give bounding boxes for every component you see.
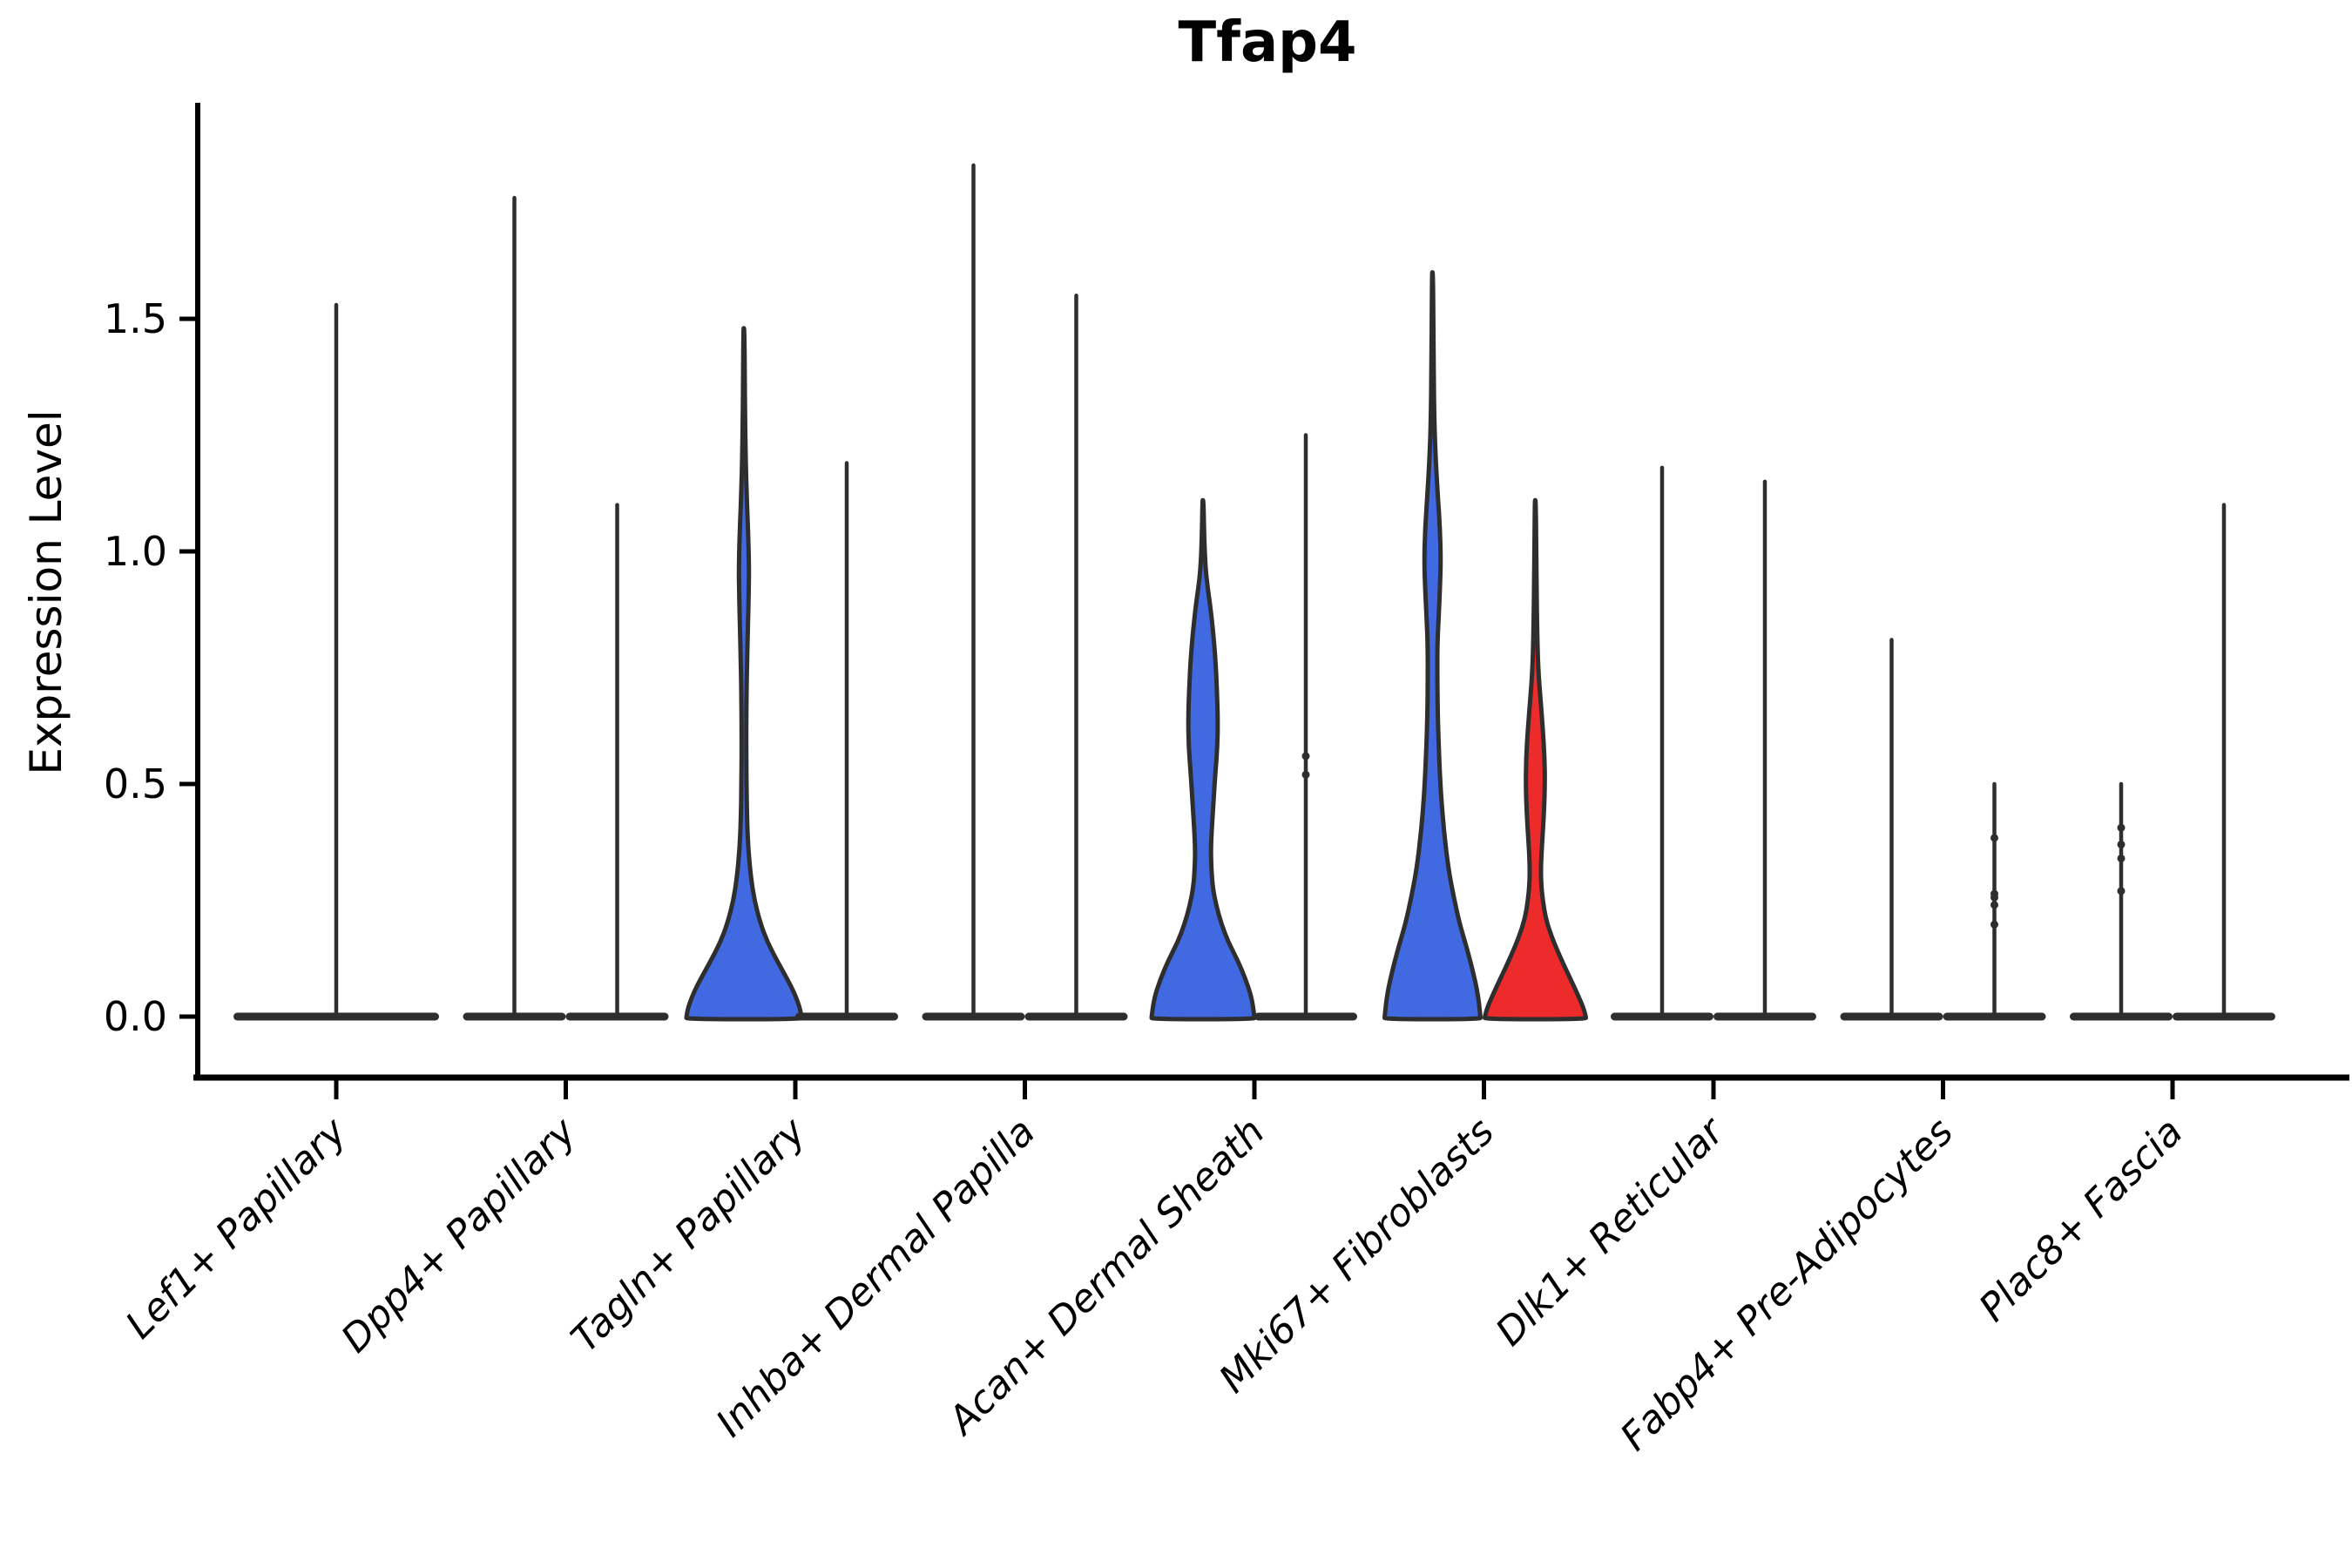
violin-plac8-fascia-left-point-2 xyxy=(2117,854,2126,862)
violin-acan-dermal-sheath-left-body xyxy=(1149,497,1257,1022)
violin-mki67-fibroblasts-right xyxy=(1483,497,1588,1022)
y-tick-label-0.0: 0.0 xyxy=(104,993,167,1040)
violin-acan-dermal-sheath-right-point-1 xyxy=(1301,770,1310,779)
violin-fabp4-pre-adipocytes-right-point-4 xyxy=(1990,920,1998,929)
violin-acan-dermal-sheath-right xyxy=(1254,433,1357,1021)
y-tick-label-1.5: 1.5 xyxy=(104,295,167,342)
violin-tagln-papillary-left xyxy=(684,326,804,1022)
violin-mki67-fibroblasts-right-body xyxy=(1483,497,1588,1022)
x-tick-label-lef1-papillary: Lef1+ Papillary xyxy=(118,1109,356,1348)
violin-tagln-papillary-right xyxy=(795,461,898,1021)
violin-plac8-fascia-right xyxy=(2173,503,2275,1021)
violin-series xyxy=(233,163,2275,1022)
violin-lef1-papillary-center xyxy=(233,302,439,1021)
violin-tagln-papillary-left-body xyxy=(684,326,804,1022)
x-tick-label-tagln-papillary: Tagln+ Papillary xyxy=(563,1109,814,1361)
violin-fabp4-pre-adipocytes-left xyxy=(1840,638,1943,1021)
violin-mki67-fibroblasts-left-body xyxy=(1382,270,1483,1022)
x-tick-label-plac8-fascia: Plac8+ Fascia xyxy=(1970,1110,2191,1330)
y-tick-label-1.0: 1.0 xyxy=(104,528,167,575)
y-tick-label-0.5: 0.5 xyxy=(104,760,167,808)
y-axis-label: Expression Level xyxy=(21,409,71,774)
violin-plac8-fascia-left xyxy=(2070,781,2173,1021)
violin-dlk1-reticular-left xyxy=(1611,465,1713,1021)
violin-fabp4-pre-adipocytes-right-point-0 xyxy=(1990,834,1998,842)
x-tick-label-dlk1-reticular: Dlk1+ Reticular xyxy=(1487,1108,1734,1355)
y-tick-marks xyxy=(179,316,198,1019)
violin-fabp4-pre-adipocytes-right xyxy=(1943,781,2046,1021)
violin-dlk1-reticular-right xyxy=(1713,479,1816,1021)
violin-inhba-dermal-papilla-left xyxy=(922,163,1025,1021)
violin-plac8-fascia-left-point-1 xyxy=(2117,840,2126,848)
violin-acan-dermal-sheath-right-point-0 xyxy=(1301,752,1310,760)
violin-inhba-dermal-papilla-right xyxy=(1024,294,1128,1021)
y-tick-labels: 0.0 0.5 1.0 1.5 xyxy=(104,295,167,1040)
violin-plac8-fascia-left-point-3 xyxy=(2117,887,2126,896)
violin-mki67-fibroblasts-left xyxy=(1382,270,1483,1022)
x-tick-marks xyxy=(334,1078,2175,1099)
axes xyxy=(179,103,2349,1099)
violin-dpp4-papillary-left xyxy=(463,195,566,1021)
x-tick-label-dpp4-papillary: Dpp4+ Papillary xyxy=(333,1109,585,1362)
violin-plac8-fascia-left-point-0 xyxy=(2117,823,2126,832)
violin-fabp4-pre-adipocytes-right-point-2 xyxy=(1990,893,1998,902)
violin-acan-dermal-sheath-left xyxy=(1149,497,1257,1022)
violin-dpp4-papillary-right xyxy=(565,503,669,1021)
chart-title: Tfap4 xyxy=(1178,10,1356,75)
violin-fabp4-pre-adipocytes-right-point-3 xyxy=(1990,901,1998,909)
